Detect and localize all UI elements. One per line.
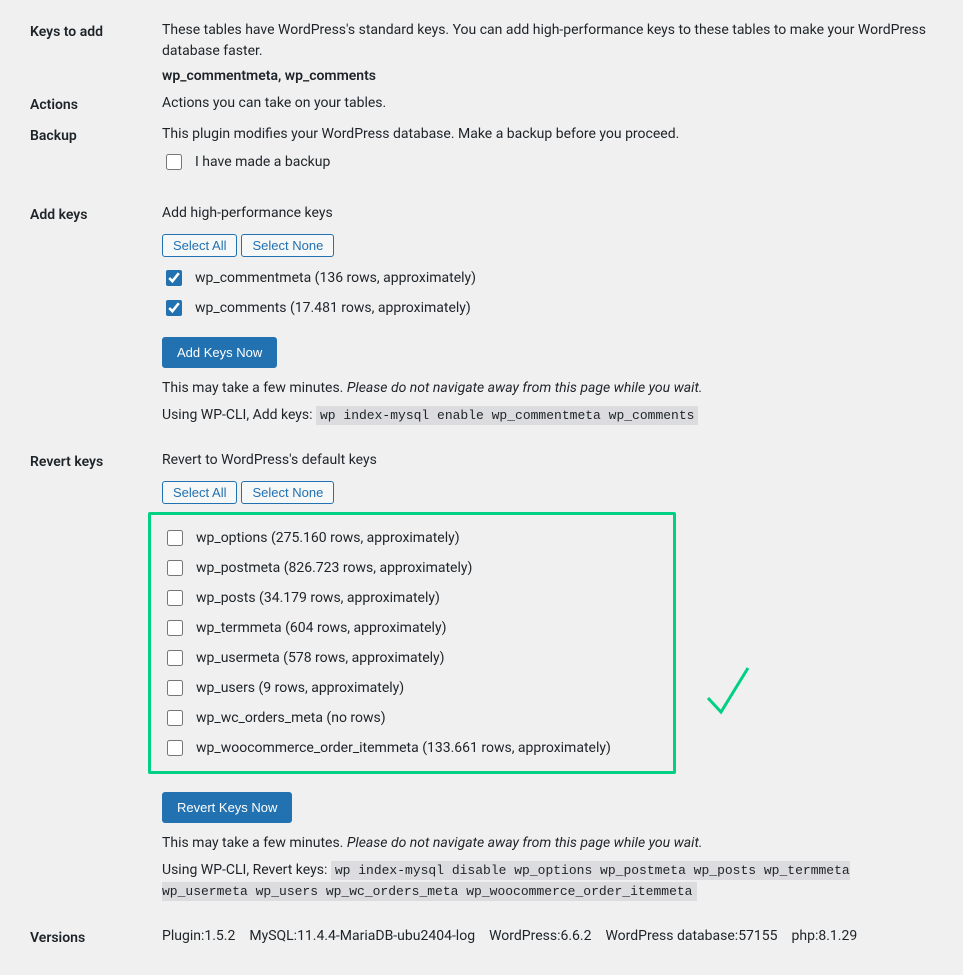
add-keys-table-checkbox[interactable] [166,270,182,286]
revert-keys-table-line: wp_posts (34.179 rows, approximately) [163,585,661,611]
add-keys-desc: Add high-performance keys [162,203,933,224]
version-item: php:8.1.29 [792,926,858,947]
actions-desc: Actions you can take on your tables. [162,93,933,114]
actions-row: Actions Actions you can take on your tab… [30,93,933,118]
backup-checkbox[interactable] [166,154,182,170]
backup-content: This plugin modifies your WordPress data… [162,124,933,179]
version-item: MySQL:11.4.4-MariaDB-ubu2404-log [249,926,475,947]
revert-keys-table-checkbox[interactable] [167,620,183,636]
revert-keys-select-all-button[interactable]: Select All [162,481,237,504]
revert-keys-cli: Using WP-CLI, Revert keys: wp index-mysq… [162,860,933,902]
revert-keys-table-line: wp_usermeta (578 rows, approximately) [163,645,661,671]
add-keys-select-buttons: Select All Select None [162,234,933,257]
backup-checkbox-label: I have made a backup [195,152,330,173]
revert-keys-table-checkbox[interactable] [167,590,183,606]
revert-keys-highlight-box: wp_options (275.160 rows, approximately)… [148,512,676,774]
revert-keys-now-button[interactable]: Revert Keys Now [162,792,292,823]
add-keys-table-line: wp_comments (17.481 rows, approximately) [162,295,933,321]
version-item: Plugin:1.5.2 [162,926,235,947]
revert-keys-table-label: wp_options (275.160 rows, approximately) [196,528,460,549]
add-keys-cli-prefix: Using WP-CLI, Add keys: [162,407,316,423]
add-keys-select-all-button[interactable]: Select All [162,234,237,257]
revert-keys-table-line: wp_options (275.160 rows, approximately) [163,525,661,551]
revert-keys-table-checkbox[interactable] [167,740,183,756]
versions-row: Versions Plugin:1.5.2 MySQL:11.4.4-MariaD… [30,926,933,949]
add-keys-wait-italic: Please do not navigate away from this pa… [347,380,703,396]
keys-to-add-tables: wp_commentmeta, wp_comments [162,66,933,87]
versions-list: Plugin:1.5.2 MySQL:11.4.4-MariaDB-ubu2404… [162,926,933,947]
backup-checkbox-line: I have made a backup [162,149,933,175]
keys-to-add-label: Keys to add [30,20,162,43]
add-keys-wait-msg: This may take a few minutes. Please do n… [162,378,933,399]
revert-keys-table-line: wp_wc_orders_meta (no rows) [163,705,661,731]
revert-keys-table-checkbox[interactable] [167,710,183,726]
revert-keys-select-none-button[interactable]: Select None [241,481,334,504]
add-keys-content: Add high-performance keys Select All Sel… [162,203,933,426]
actions-label: Actions [30,93,162,116]
revert-keys-desc: Revert to WordPress's default keys [162,450,933,471]
revert-keys-table-checkbox[interactable] [167,530,183,546]
add-keys-table-label: wp_comments (17.481 rows, approximately) [195,298,471,319]
versions-content: Plugin:1.5.2 MySQL:11.4.4-MariaDB-ubu2404… [162,926,933,947]
revert-keys-select-buttons: Select All Select None [162,481,933,504]
add-keys-wait-plain: This may take a few minutes. [162,380,347,396]
revert-keys-table-checkbox[interactable] [167,650,183,666]
revert-keys-table-label: wp_posts (34.179 rows, approximately) [196,588,440,609]
revert-keys-table-line: wp_woocommerce_order_itemmeta (133.661 r… [163,735,661,761]
add-keys-cli-cmd: wp index-mysql enable wp_commentmeta wp_… [316,406,698,425]
add-keys-row: Add keys Add high-performance keys Selec… [30,203,933,426]
revert-keys-table-label: wp_postmeta (826.723 rows, approximately… [196,558,472,579]
revert-keys-table-label: wp_woocommerce_order_itemmeta (133.661 r… [196,738,611,759]
versions-label: Versions [30,926,162,949]
add-keys-cli: Using WP-CLI, Add keys: wp index-mysql e… [162,405,933,426]
add-keys-now-button[interactable]: Add Keys Now [162,337,277,368]
revert-keys-table-line: wp_users (9 rows, approximately) [163,675,661,701]
revert-keys-table-label: wp_usermeta (578 rows, approximately) [196,648,445,669]
revert-keys-table-label: wp_termmeta (604 rows, approximately) [196,618,446,639]
keys-to-add-row: Keys to add These tables have WordPress'… [30,20,933,87]
backup-row: Backup This plugin modifies your WordPre… [30,124,933,179]
revert-keys-table-line: wp_termmeta (604 rows, approximately) [163,615,661,641]
add-keys-table-label: wp_commentmeta (136 rows, approximately) [195,268,476,289]
version-item: WordPress database:57155 [605,926,777,947]
add-keys-label: Add keys [30,203,162,226]
revert-keys-row: Revert keys Revert to WordPress's defaul… [30,450,933,902]
revert-keys-table-checkbox[interactable] [167,680,183,696]
revert-keys-table-checkbox[interactable] [167,560,183,576]
keys-to-add-content: These tables have WordPress's standard k… [162,20,933,87]
revert-keys-table-line: wp_postmeta (826.723 rows, approximately… [163,555,661,581]
version-item: WordPress:6.6.2 [489,926,591,947]
revert-keys-table-label: wp_wc_orders_meta (no rows) [196,708,386,729]
add-keys-select-none-button[interactable]: Select None [241,234,334,257]
checkmark-icon [703,660,753,720]
backup-label: Backup [30,124,162,147]
revert-keys-tables-list: wp_options (275.160 rows, approximately)… [163,525,661,761]
revert-keys-label: Revert keys [30,450,162,473]
revert-keys-content: Revert to WordPress's default keys Selec… [162,450,933,902]
revert-keys-table-label: wp_users (9 rows, approximately) [196,678,404,699]
backup-desc: This plugin modifies your WordPress data… [162,124,933,145]
revert-keys-cli-prefix: Using WP-CLI, Revert keys: [162,862,331,878]
revert-keys-wait-plain: This may take a few minutes. [162,835,347,851]
add-keys-table-line: wp_commentmeta (136 rows, approximately) [162,265,933,291]
keys-to-add-desc: These tables have WordPress's standard k… [162,20,933,62]
add-keys-tables-list: wp_commentmeta (136 rows, approximately)… [162,265,933,321]
revert-keys-wait-italic: Please do not navigate away from this pa… [347,835,703,851]
revert-keys-wait-msg: This may take a few minutes. Please do n… [162,833,933,854]
add-keys-table-checkbox[interactable] [166,300,182,316]
